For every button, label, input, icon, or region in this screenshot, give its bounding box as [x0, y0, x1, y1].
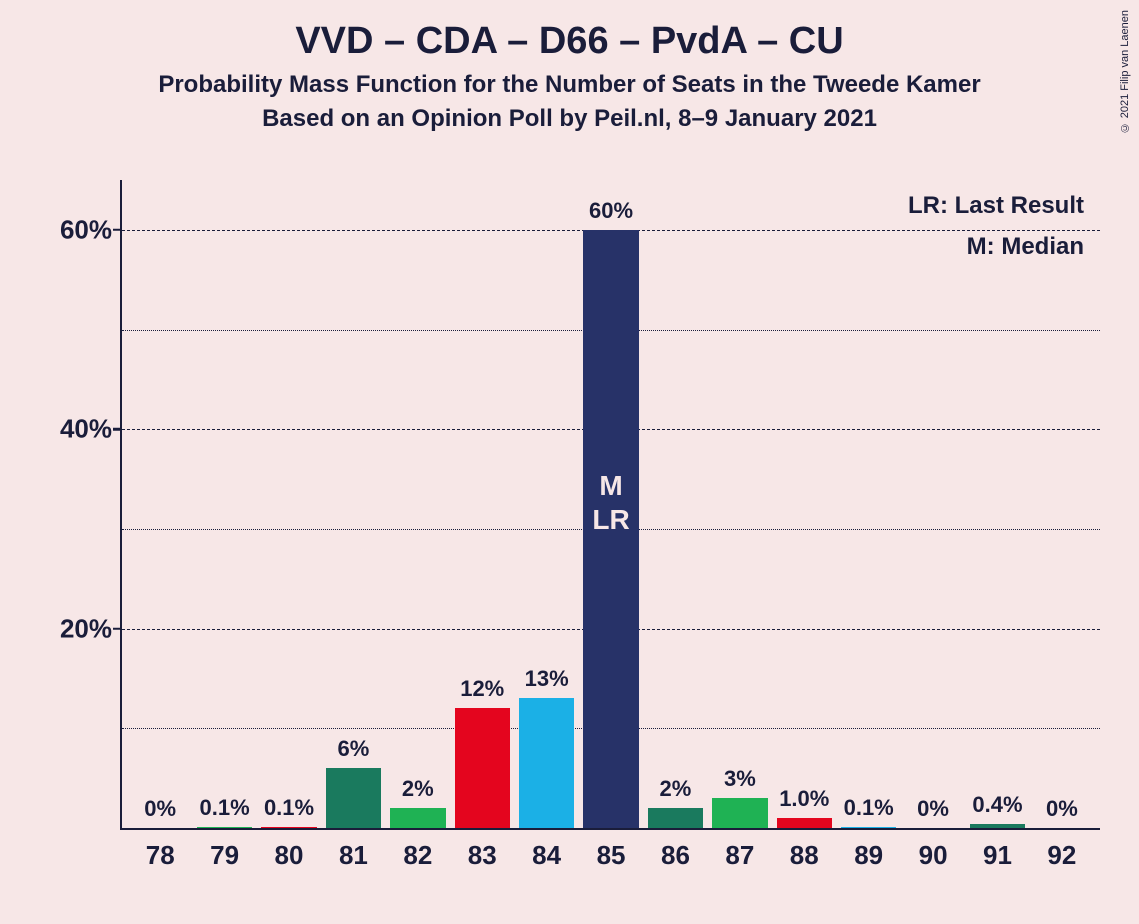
- x-axis-labels: 787980818283848586878889909192: [122, 840, 1100, 871]
- bar-value-label: 0.1%: [844, 795, 894, 827]
- bar-slot: 0.1%: [192, 180, 256, 828]
- bar: 3%: [712, 798, 767, 828]
- bar-slot: 13%: [514, 180, 578, 828]
- bar-value-label: 13%: [525, 666, 569, 698]
- x-axis-label: 84: [514, 840, 578, 871]
- bar: 12%: [455, 708, 510, 828]
- bar-slot: 0%: [128, 180, 192, 828]
- bar-slot: 1.0%: [772, 180, 836, 828]
- bar: 13%: [519, 698, 574, 828]
- chart-container: © 2021 Filip van Laenen VVD – CDA – D66 …: [0, 0, 1139, 924]
- x-axis-label: 79: [192, 840, 256, 871]
- bar-value-label: 0.4%: [972, 792, 1022, 824]
- bar: 0.1%: [261, 827, 316, 828]
- bar: 60%M LR: [583, 230, 638, 828]
- bar-slot: 0%: [1030, 180, 1094, 828]
- x-axis-label: 83: [450, 840, 514, 871]
- bar-slot: 0.4%: [965, 180, 1029, 828]
- titles-block: VVD – CDA – D66 – PvdA – CU Probability …: [0, 20, 1139, 139]
- x-axis-label: 90: [901, 840, 965, 871]
- x-axis-label: 81: [321, 840, 385, 871]
- bar-slot: 12%: [450, 180, 514, 828]
- x-axis-label: 91: [965, 840, 1029, 871]
- x-axis-label: 87: [708, 840, 772, 871]
- bar-slot: 2%: [386, 180, 450, 828]
- x-axis-label: 88: [772, 840, 836, 871]
- x-axis-label: 78: [128, 840, 192, 871]
- bar: 0.1%: [197, 827, 252, 828]
- bar-inside-label: M LR: [592, 469, 629, 536]
- bar-slot: 3%: [708, 180, 772, 828]
- x-axis-label: 82: [386, 840, 450, 871]
- bar: 1.0%: [777, 818, 832, 828]
- chart-subtitle-1: Probability Mass Function for the Number…: [0, 71, 1139, 99]
- bar-value-label: 1.0%: [779, 786, 829, 818]
- bar: 0.4%: [970, 824, 1025, 828]
- x-axis-label: 89: [836, 840, 900, 871]
- bar-value-label: 6%: [338, 736, 370, 768]
- x-axis-label: 86: [643, 840, 707, 871]
- bar-value-label: 3%: [724, 766, 756, 798]
- bars-group: 0%0.1%0.1%6%2%12%13%60%M LR2%3%1.0%0.1%0…: [122, 180, 1100, 828]
- bar-slot: 0.1%: [836, 180, 900, 828]
- x-axis-label: 85: [579, 840, 643, 871]
- bar-slot: 2%: [643, 180, 707, 828]
- y-tick-mark: [113, 229, 122, 232]
- bar-value-label: 0%: [917, 796, 949, 828]
- x-axis-label: 80: [257, 840, 321, 871]
- bar-value-label: 0%: [144, 796, 176, 828]
- bar-slot: 0.1%: [257, 180, 321, 828]
- bar: 2%: [648, 808, 703, 828]
- x-axis-label: 92: [1030, 840, 1094, 871]
- bar-value-label: 0%: [1046, 796, 1078, 828]
- y-axis-label: 60%: [52, 214, 112, 245]
- bar-slot: 6%: [321, 180, 385, 828]
- bar: 0.1%: [841, 827, 896, 828]
- bar-value-label: 60%: [589, 198, 633, 230]
- bar: 2%: [390, 808, 445, 828]
- y-tick-mark: [113, 627, 122, 630]
- bar-value-label: 0.1%: [200, 795, 250, 827]
- plot-area: LR: Last Result M: Median 20%40%60% 0%0.…: [120, 180, 1100, 830]
- bar-value-label: 0.1%: [264, 795, 314, 827]
- y-axis-label: 40%: [52, 414, 112, 445]
- bar: 6%: [326, 768, 381, 828]
- chart-title: VVD – CDA – D66 – PvdA – CU: [0, 20, 1139, 63]
- y-tick-mark: [113, 428, 122, 431]
- bar-value-label: 2%: [402, 776, 434, 808]
- bar-slot: 0%: [901, 180, 965, 828]
- y-axis-label: 20%: [52, 613, 112, 644]
- bar-value-label: 12%: [460, 676, 504, 708]
- bar-value-label: 2%: [660, 776, 692, 808]
- chart-subtitle-2: Based on an Opinion Poll by Peil.nl, 8–9…: [0, 105, 1139, 133]
- bar-slot: 60% M LR: [579, 180, 643, 828]
